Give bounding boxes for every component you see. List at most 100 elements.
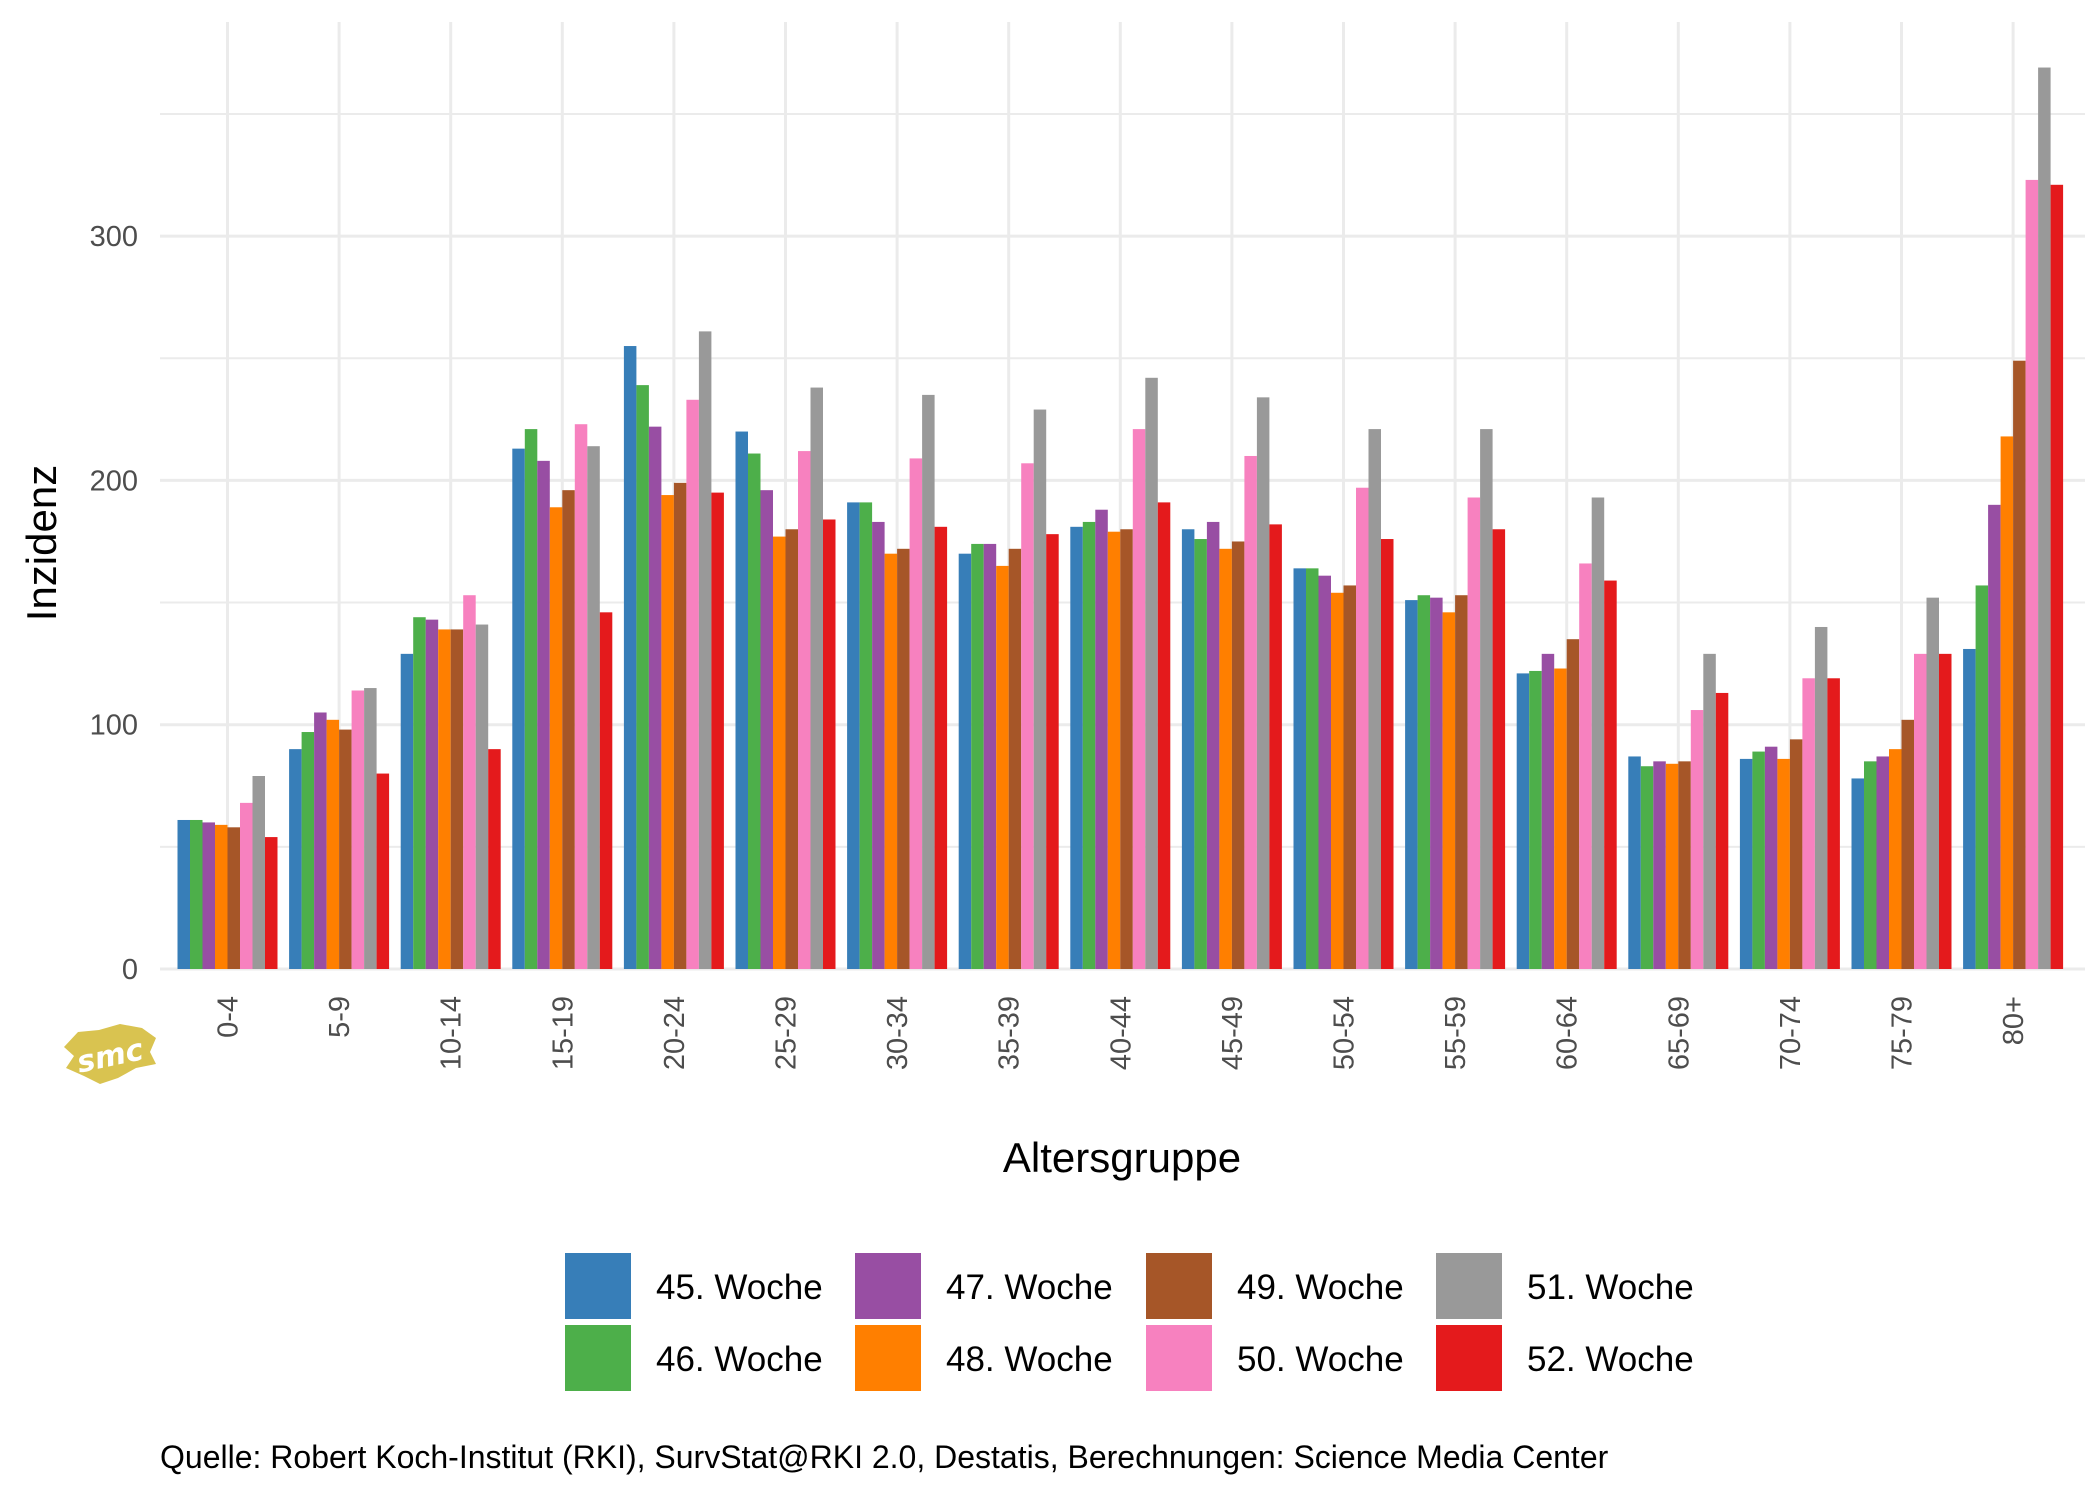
bar bbox=[735, 431, 748, 969]
bar bbox=[1566, 639, 1580, 969]
bar bbox=[698, 331, 712, 969]
x-tick-label: 70-74 bbox=[1775, 996, 1807, 1070]
x-tick-label: 10-14 bbox=[436, 996, 468, 1070]
bar bbox=[1541, 653, 1555, 969]
legend-label: 50. Woche bbox=[1237, 1340, 1404, 1379]
bar bbox=[400, 653, 414, 969]
y-axis-title: Inzidenz bbox=[18, 465, 65, 621]
bar bbox=[1181, 529, 1195, 969]
bar bbox=[1417, 595, 1431, 969]
x-tick-label: 75-79 bbox=[1887, 996, 1919, 1070]
bar bbox=[2013, 360, 2026, 969]
bar bbox=[1244, 455, 1257, 970]
legend-swatch bbox=[1436, 1253, 1502, 1319]
bar bbox=[773, 536, 786, 969]
bar bbox=[760, 490, 773, 969]
x-tick-label: 45-49 bbox=[1217, 996, 1249, 1070]
bar bbox=[376, 773, 390, 969]
source-caption: Quelle: Robert Koch-Institut (RKI), Surv… bbox=[160, 1439, 1609, 1475]
bar bbox=[1579, 563, 1592, 969]
bar bbox=[488, 749, 501, 969]
legend-label: 47. Woche bbox=[946, 1268, 1113, 1307]
bar bbox=[1293, 568, 1306, 969]
bar bbox=[1604, 580, 1617, 969]
bar bbox=[2038, 67, 2051, 969]
bar bbox=[1480, 429, 1493, 969]
bar bbox=[847, 502, 860, 969]
bar bbox=[1591, 497, 1605, 969]
bar bbox=[1467, 497, 1481, 969]
bar bbox=[823, 519, 836, 969]
bar bbox=[1690, 710, 1704, 969]
bar bbox=[1516, 673, 1530, 969]
bar bbox=[872, 521, 885, 969]
bar bbox=[574, 424, 588, 969]
bar bbox=[1703, 653, 1716, 969]
bar bbox=[177, 819, 190, 969]
bar bbox=[1628, 756, 1641, 969]
bar bbox=[1107, 531, 1121, 969]
bar bbox=[215, 824, 228, 969]
legend-swatch bbox=[1436, 1325, 1502, 1391]
bar bbox=[475, 624, 489, 969]
bar bbox=[1430, 597, 1443, 969]
bar bbox=[1356, 487, 1369, 969]
y-tick-label: 300 bbox=[90, 221, 138, 253]
bar bbox=[339, 729, 352, 969]
smc-logo: smc bbox=[64, 1024, 156, 1084]
bar bbox=[673, 482, 687, 969]
bar bbox=[1008, 548, 1022, 969]
bar bbox=[1442, 612, 1456, 969]
bar bbox=[1739, 758, 1753, 969]
bar bbox=[326, 719, 340, 969]
legend-swatch bbox=[565, 1325, 631, 1391]
legend-label: 52. Woche bbox=[1527, 1340, 1694, 1379]
bar bbox=[1554, 668, 1567, 969]
bar bbox=[2025, 179, 2039, 969]
bar bbox=[661, 495, 674, 969]
bar bbox=[562, 490, 575, 969]
bar bbox=[1851, 778, 1864, 969]
bar bbox=[1455, 595, 1468, 969]
bar bbox=[450, 629, 464, 969]
x-tick-label: 40-44 bbox=[1105, 996, 1137, 1070]
bar bbox=[512, 448, 525, 969]
bar bbox=[909, 458, 923, 969]
bar bbox=[537, 460, 550, 969]
x-tick-label: 5-9 bbox=[324, 996, 356, 1038]
legend-label: 46. Woche bbox=[656, 1340, 823, 1379]
bar bbox=[1306, 568, 1319, 969]
bar bbox=[289, 749, 302, 969]
x-tick-label: 65-69 bbox=[1663, 996, 1695, 1070]
bar bbox=[1219, 548, 1232, 969]
x-tick-label: 60-64 bbox=[1552, 996, 1584, 1070]
bar bbox=[810, 387, 823, 969]
bar bbox=[1231, 541, 1245, 969]
bar bbox=[2000, 436, 2014, 969]
legend-label: 51. Woche bbox=[1527, 1268, 1694, 1307]
bar bbox=[1814, 626, 1828, 969]
y-tick-label: 100 bbox=[90, 710, 138, 742]
bar bbox=[1033, 409, 1047, 970]
bar bbox=[227, 827, 240, 969]
x-tick-label: 35-39 bbox=[994, 996, 1026, 1070]
bar bbox=[1640, 766, 1654, 969]
bar bbox=[859, 502, 873, 969]
bar bbox=[1653, 761, 1666, 969]
legend-label: 48. Woche bbox=[946, 1340, 1113, 1379]
bar bbox=[1021, 463, 1034, 969]
bar bbox=[1405, 600, 1418, 969]
bar bbox=[996, 565, 1009, 969]
bar bbox=[438, 629, 451, 969]
bar bbox=[301, 732, 315, 969]
bar bbox=[549, 507, 563, 969]
bar bbox=[1715, 692, 1729, 969]
bar bbox=[1901, 719, 1914, 969]
x-tick-label: 50-54 bbox=[1329, 996, 1361, 1070]
bar bbox=[1269, 524, 1282, 969]
bar bbox=[884, 553, 898, 969]
bar bbox=[1194, 539, 1207, 969]
bar bbox=[1988, 504, 2001, 969]
bar bbox=[983, 543, 997, 969]
y-axis-ticks: 0 100 200 300 bbox=[90, 221, 138, 986]
